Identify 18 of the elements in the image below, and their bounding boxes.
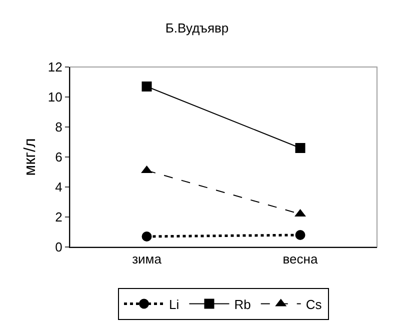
x-tick-label: весна xyxy=(282,252,318,267)
y-tick-label: 0 xyxy=(55,240,62,255)
y-tick-label: 2 xyxy=(55,210,62,225)
legend-label: Rb xyxy=(234,296,251,312)
y-tick-label: 6 xyxy=(55,150,62,165)
y-axis-title: мкг/л xyxy=(22,138,39,176)
point xyxy=(142,82,152,92)
y-tick-label: 8 xyxy=(55,120,62,135)
x-tick-label: зима xyxy=(132,252,162,267)
y-tick-label: 12 xyxy=(48,60,62,75)
legend-label: Cs xyxy=(306,296,322,312)
y-tick-label: 10 xyxy=(48,90,62,105)
legend-label: Li xyxy=(169,296,180,312)
y-tick-label: 4 xyxy=(55,180,62,195)
point xyxy=(295,230,306,240)
point xyxy=(142,232,152,242)
chart-title: Б.Вудъявр xyxy=(165,20,229,36)
point xyxy=(295,143,306,153)
